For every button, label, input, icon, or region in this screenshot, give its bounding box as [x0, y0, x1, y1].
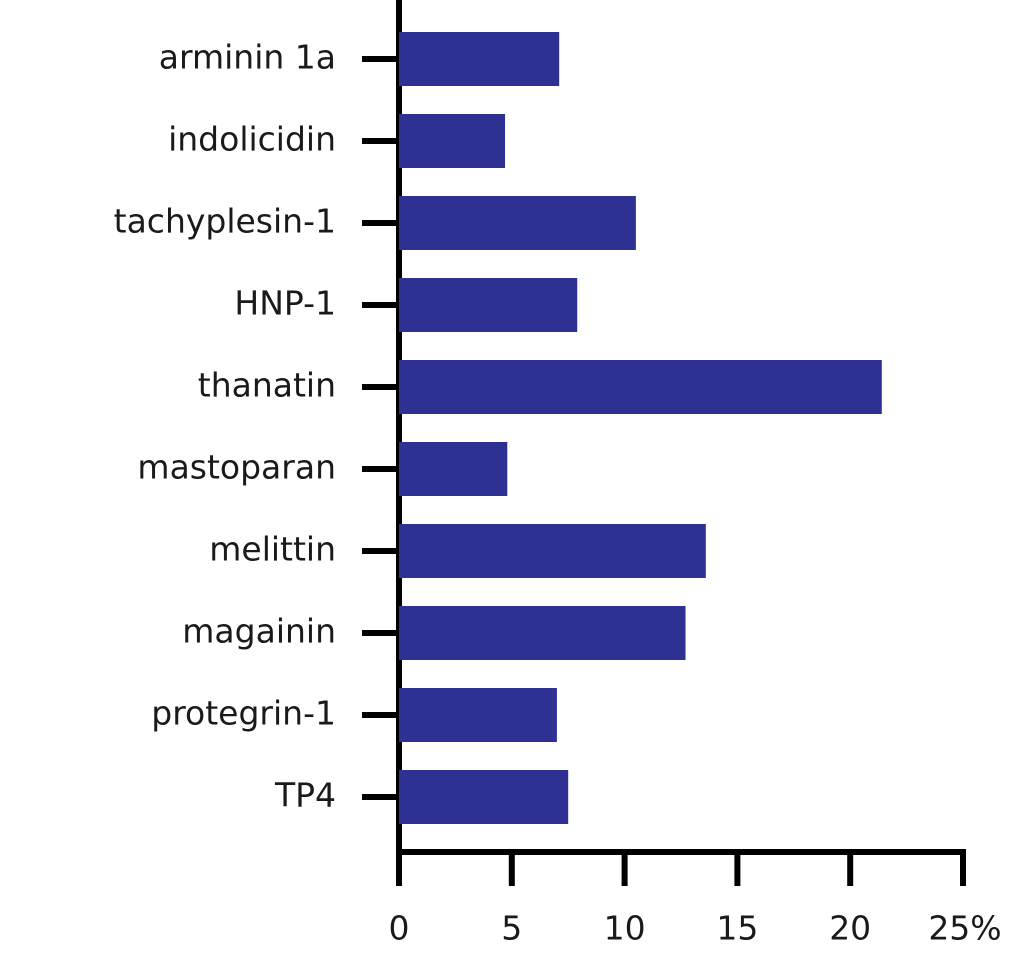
bar	[399, 196, 636, 250]
y-tick-label: protegrin-1	[151, 694, 336, 733]
bar	[399, 360, 882, 414]
y-tick-label: melittin	[209, 530, 336, 569]
bar	[399, 524, 706, 578]
bar	[399, 688, 557, 742]
y-tick-label: tachyplesin-1	[114, 202, 336, 241]
bar	[399, 278, 578, 332]
x-tick-label: 25%	[928, 909, 1001, 948]
x-tick-label: 20	[829, 909, 871, 948]
bar	[399, 442, 508, 496]
y-tick-label: mastoparan	[137, 448, 336, 487]
y-tick-label: indolicidin	[168, 120, 336, 159]
x-tick-label: 15	[716, 909, 758, 948]
x-tick-label: 0	[389, 909, 410, 948]
bar	[399, 770, 569, 824]
bar	[399, 114, 506, 168]
y-tick-label: arminin 1a	[159, 38, 336, 77]
x-tick-label: 10	[604, 909, 646, 948]
y-tick-label: HNP-1	[234, 284, 336, 323]
y-tick-label: thanatin	[198, 366, 336, 405]
y-tick-label: TP4	[274, 776, 336, 815]
x-tick-label: 5	[501, 909, 522, 948]
bar	[399, 32, 560, 86]
bar	[399, 606, 686, 660]
y-tick-label: magainin	[182, 612, 336, 651]
